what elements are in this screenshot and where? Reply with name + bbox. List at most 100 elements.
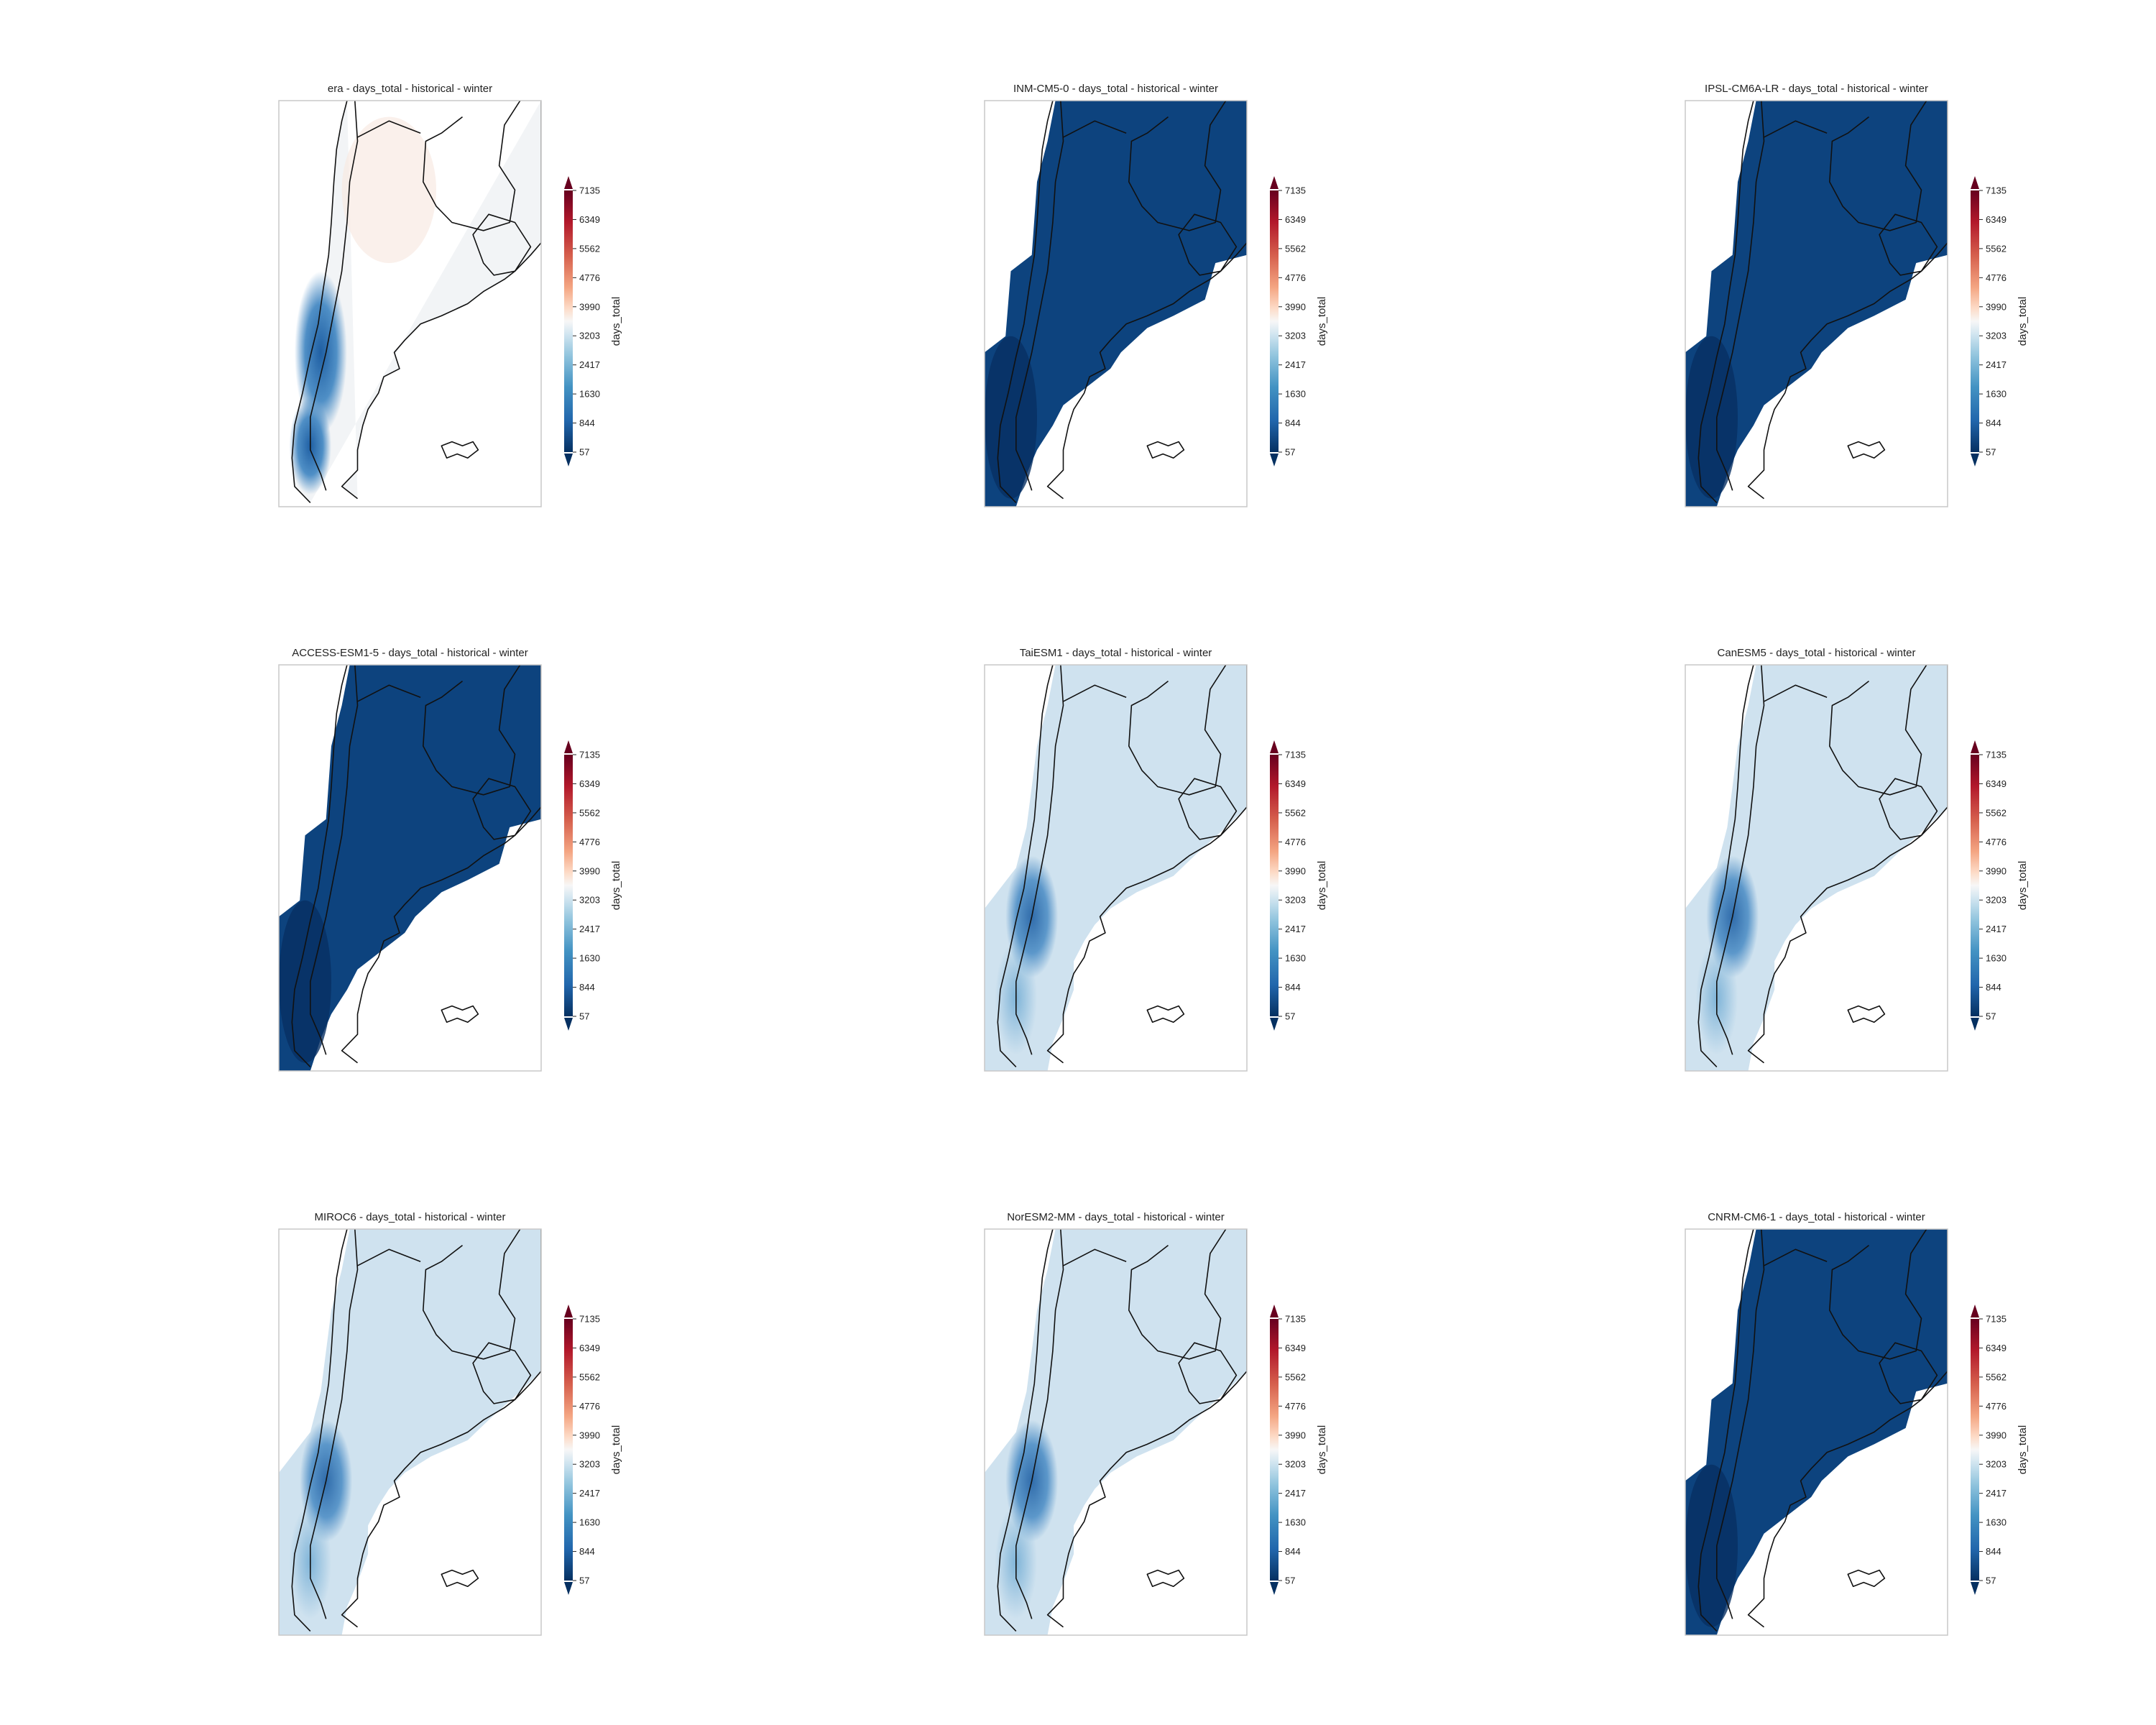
border-line bbox=[357, 1248, 421, 1266]
border-line bbox=[1128, 1229, 1227, 1360]
falkland-islands bbox=[1847, 1005, 1886, 1024]
border-line bbox=[309, 1229, 359, 1619]
falkland-islands bbox=[1146, 441, 1185, 459]
colorbar-tick-label: 1630 bbox=[1986, 389, 2007, 400]
colorbar-tick-label: 3203 bbox=[579, 331, 600, 341]
border-line bbox=[1829, 1229, 1927, 1360]
colorbar-extend-min bbox=[1971, 454, 1979, 466]
colorbar-tick-label: 6349 bbox=[1986, 214, 2007, 225]
border-line bbox=[1015, 101, 1064, 491]
colorbar-tick-label: 844 bbox=[1986, 982, 2001, 993]
field-fill bbox=[279, 665, 541, 1071]
colorbar-tick-label: 844 bbox=[1285, 982, 1301, 993]
colorbar-gradient bbox=[1971, 755, 1979, 1016]
colorbar-tick-label: 3990 bbox=[579, 1430, 600, 1440]
field-fill bbox=[279, 1229, 541, 1635]
colorbar: 57 844 1630 2417 3203 3990 4776 5562 6349 7135 day… bbox=[564, 176, 622, 466]
colorbar-label: days_total bbox=[1316, 861, 1328, 910]
panel-frame bbox=[278, 1228, 542, 1636]
colorbar-tick-label: 3203 bbox=[579, 895, 600, 906]
field-fill bbox=[985, 1229, 1247, 1635]
coastline bbox=[1046, 101, 1247, 500]
colorbar-tick-label: 57 bbox=[579, 447, 589, 458]
colorbar-extend-max bbox=[1270, 740, 1279, 753]
colorbar-extend-max bbox=[1270, 1305, 1279, 1317]
colorbar: 57 844 1630 2417 3203 3990 4776 5562 6349 7135 day… bbox=[564, 740, 622, 1031]
coastline bbox=[997, 1229, 1054, 1632]
border-line bbox=[1063, 1248, 1127, 1266]
colorbar: 57 844 1630 2417 3203 3990 4776 5562 6349 7135 day… bbox=[1270, 176, 1328, 466]
colorbar-tick-label: 844 bbox=[1285, 1546, 1301, 1557]
colorbar-tick-label: 1630 bbox=[579, 953, 600, 964]
colorbar: 57 844 1630 2417 3203 3990 4776 5562 6349 7135 day… bbox=[1971, 1305, 2029, 1595]
colorbar-tick-label: 844 bbox=[579, 418, 595, 428]
colorbar-extend-min bbox=[564, 454, 573, 466]
map-panel: IPSL-CM6A-LR - days_total - historical -… bbox=[1685, 83, 2029, 507]
border-line bbox=[1063, 120, 1127, 138]
colorbar-tick-label: 6349 bbox=[1285, 1343, 1306, 1353]
border-line bbox=[472, 213, 532, 276]
colorbar-label: days_total bbox=[2017, 861, 2029, 910]
falkland-islands bbox=[1847, 1569, 1886, 1588]
border-line bbox=[1015, 1229, 1064, 1619]
colorbar-tick-label: 4776 bbox=[1285, 272, 1306, 283]
colorbar-tick-label: 57 bbox=[579, 1011, 589, 1022]
border-line bbox=[1879, 778, 1938, 840]
colorbar-tick-label: 57 bbox=[579, 1576, 589, 1586]
colorbar-extend-max bbox=[1971, 176, 1979, 189]
colorbar-extend-min bbox=[1270, 1582, 1279, 1595]
panel-frame bbox=[1685, 664, 1948, 1072]
colorbar-tick-label: 844 bbox=[579, 982, 595, 993]
colorbar-tick-label: 5562 bbox=[1986, 1371, 2007, 1382]
panel-frame bbox=[278, 664, 542, 1072]
colorbar-tick-label: 1630 bbox=[1285, 1517, 1306, 1528]
coastline bbox=[1697, 101, 1754, 503]
colorbar-tick-label: 3203 bbox=[1986, 331, 2007, 341]
border-line bbox=[1128, 101, 1227, 231]
colorbar-tick-label: 6349 bbox=[1285, 778, 1306, 789]
colorbar: 57 844 1630 2417 3203 3990 4776 5562 6349 7135 day… bbox=[1971, 740, 2029, 1031]
map-panel: INM-CM5-0 - days_total - historical - wi… bbox=[984, 83, 1328, 507]
coastline bbox=[1747, 665, 1948, 1064]
border-line bbox=[1764, 1248, 1828, 1266]
colorbar-tick-label: 5562 bbox=[1986, 807, 2007, 818]
falkland-islands bbox=[1847, 441, 1886, 459]
colorbar-extend-max bbox=[1971, 1305, 1979, 1317]
colorbar-tick-label: 6349 bbox=[579, 778, 600, 789]
colorbar-tick-label: 3990 bbox=[579, 301, 600, 312]
border-line bbox=[1764, 120, 1828, 138]
panel-title: INM-CM5-0 - days_total - historical - wi… bbox=[1013, 83, 1218, 95]
coastline bbox=[997, 101, 1054, 503]
colorbar-tick-label: 3990 bbox=[1986, 865, 2007, 876]
colorbar-tick-label: 4776 bbox=[1986, 837, 2007, 847]
border-line bbox=[1063, 684, 1127, 702]
colorbar-tick-label: 1630 bbox=[1986, 953, 2007, 964]
colorbar-tick-label: 844 bbox=[579, 1546, 595, 1557]
border-line bbox=[1128, 665, 1227, 796]
colorbar: 57 844 1630 2417 3203 3990 4776 5562 6349 7135 day… bbox=[564, 1305, 622, 1595]
colorbar-tick-label: 5562 bbox=[1285, 1371, 1306, 1382]
falkland-islands bbox=[441, 441, 479, 459]
panel-frame bbox=[984, 1228, 1248, 1636]
border-line bbox=[472, 778, 532, 840]
field-fill bbox=[985, 101, 1247, 507]
colorbar-tick-label: 7135 bbox=[1986, 750, 2007, 760]
colorbar-gradient bbox=[1270, 755, 1279, 1016]
colorbar-tick-label: 3990 bbox=[1986, 1430, 2007, 1440]
map-panel: era - days_total - historical - winter 57… bbox=[278, 83, 622, 507]
panel-title: CanESM5 - days_total - historical - wint… bbox=[1718, 647, 1916, 659]
colorbar-label: days_total bbox=[610, 1425, 622, 1474]
colorbar-tick-label: 4776 bbox=[1285, 1401, 1306, 1412]
colorbar-gradient bbox=[1270, 190, 1279, 452]
border-line bbox=[1764, 684, 1828, 702]
colorbar-label: days_total bbox=[1316, 297, 1328, 346]
panel-frame bbox=[1685, 1228, 1948, 1636]
colorbar-gradient bbox=[564, 1319, 573, 1581]
border-line bbox=[357, 120, 421, 138]
border-line bbox=[1015, 665, 1064, 1055]
colorbar-gradient bbox=[564, 190, 573, 452]
colorbar-tick-label: 7135 bbox=[1986, 185, 2007, 196]
colorbar-tick-label: 4776 bbox=[1986, 272, 2007, 283]
colorbar-tick-label: 844 bbox=[1986, 1546, 2001, 1557]
